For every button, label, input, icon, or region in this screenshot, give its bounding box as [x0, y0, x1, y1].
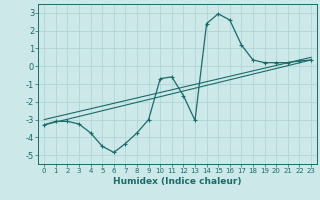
- X-axis label: Humidex (Indice chaleur): Humidex (Indice chaleur): [113, 177, 242, 186]
